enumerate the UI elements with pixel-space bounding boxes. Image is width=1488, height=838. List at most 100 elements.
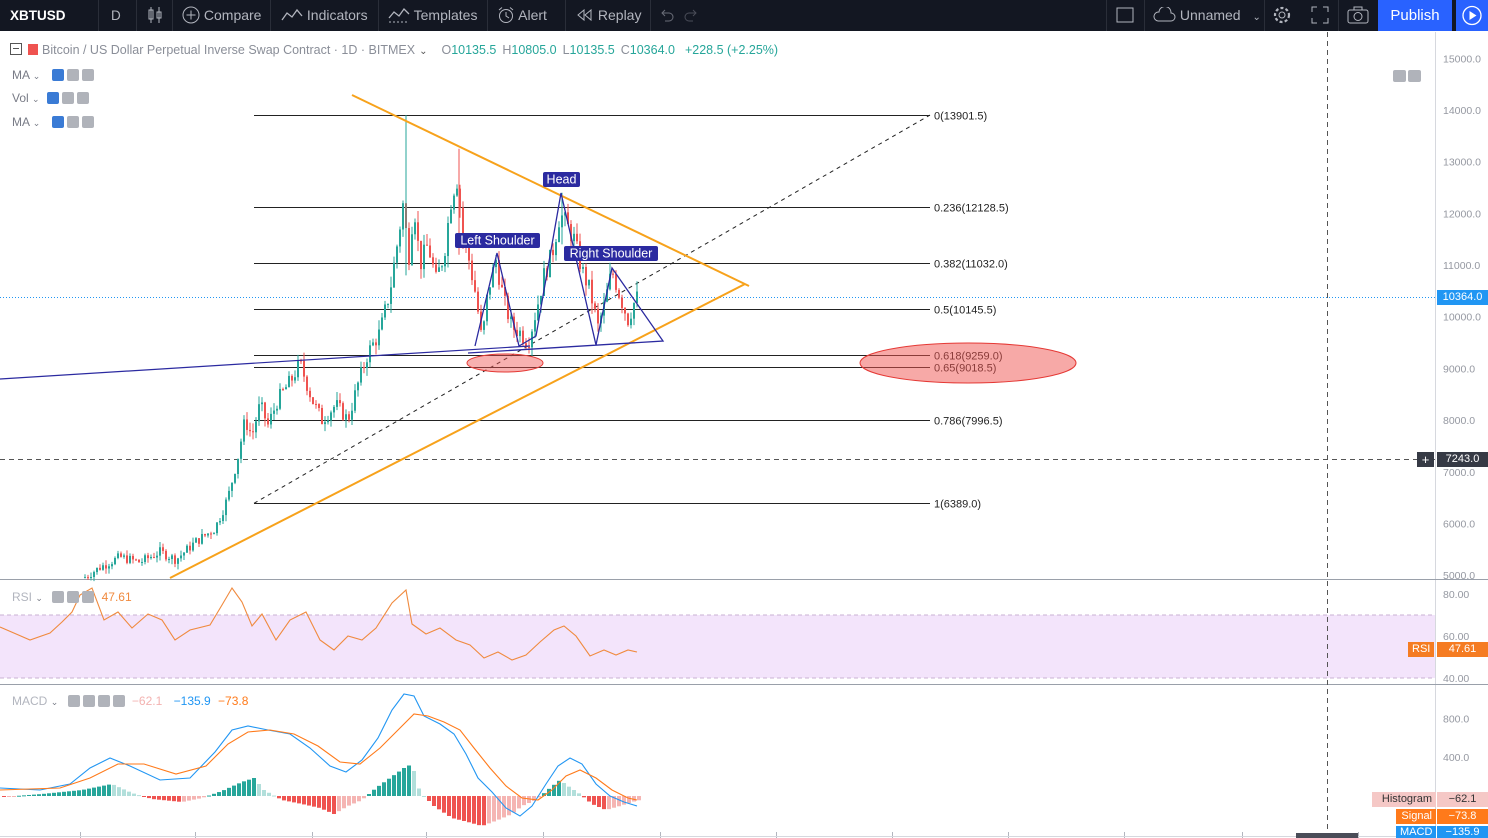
- rsi-tick-label: 80.00: [1443, 589, 1469, 601]
- interval-button[interactable]: D: [111, 8, 121, 23]
- settings-icon[interactable]: [67, 591, 80, 603]
- settings-icon[interactable]: [61, 92, 74, 104]
- macd-histogram-bar: [17, 795, 21, 797]
- close-icon[interactable]: [81, 69, 94, 81]
- macd-histogram-bar: [422, 796, 426, 797]
- macd-histogram-bar: [397, 771, 401, 796]
- macd-histogram-bar: [597, 796, 601, 807]
- settings-icon[interactable]: [66, 116, 79, 128]
- collapse-pane-icon[interactable]: [1393, 70, 1406, 82]
- settings-icon[interactable]: [82, 695, 95, 707]
- chevron-down-icon[interactable]: ⌄: [32, 94, 40, 104]
- head-label: Head: [547, 173, 577, 187]
- overlay-row-ma[interactable]: MA ⌄: [12, 68, 94, 82]
- chevron-down-icon[interactable]: ⌄: [50, 697, 59, 707]
- replay-button[interactable]: Replay: [576, 0, 641, 31]
- chart-style-button[interactable]: [147, 0, 163, 31]
- candle-body: [144, 555, 146, 563]
- candle-body: [543, 268, 545, 296]
- chart-area[interactable]: 0(13901.5) 0.236(12128.5) 0.382(11032.0) 0.…: [0, 32, 1488, 838]
- macd-histogram-bar: [147, 796, 151, 799]
- compare-button[interactable]: Compare: [182, 0, 261, 31]
- chevron-down-icon[interactable]: ⌄: [419, 46, 428, 57]
- macd-histogram-bar: [77, 790, 81, 796]
- rsi-tag-value: 47.61: [1437, 642, 1488, 657]
- macd-histogram-bar: [492, 796, 496, 822]
- candle-body: [309, 390, 311, 398]
- collapse-icon[interactable]: [10, 43, 22, 55]
- symbol-search[interactable]: XBTUSD: [10, 8, 66, 23]
- left-shoulder-label: Left Shoulder: [460, 234, 534, 248]
- candle-body: [534, 320, 536, 332]
- alert-button[interactable]: Alert: [497, 0, 547, 31]
- price-chart[interactable]: 0(13901.5) 0.236(12128.5) 0.382(11032.0) 0.…: [0, 32, 1488, 838]
- macd-name: MACD: [12, 694, 48, 708]
- candle-body: [210, 533, 212, 535]
- close-icon[interactable]: [112, 695, 125, 707]
- close-icon[interactable]: [81, 116, 94, 128]
- neckline: [0, 345, 531, 380]
- settings-icon[interactable]: [66, 69, 79, 81]
- candle-body: [582, 266, 584, 269]
- undo-button[interactable]: [658, 0, 674, 31]
- save-layout-button[interactable]: Unnamed ⌄: [1152, 0, 1261, 31]
- visibility-icon[interactable]: [51, 116, 64, 128]
- toolbar-divider: [172, 0, 173, 31]
- candle-body: [576, 233, 578, 242]
- visibility-icon[interactable]: [51, 69, 64, 81]
- add-plus-icon[interactable]: +: [1417, 452, 1434, 467]
- layout-button[interactable]: [1116, 0, 1134, 31]
- redo-button[interactable]: [684, 0, 700, 31]
- indicators-button[interactable]: Indicators: [281, 0, 368, 31]
- settings-button[interactable]: [1272, 0, 1292, 31]
- templates-icon: [388, 7, 410, 23]
- overlay-row-ma-2[interactable]: MA ⌄: [12, 115, 94, 129]
- chevron-down-icon[interactable]: ⌄: [32, 71, 41, 81]
- publish-button[interactable]: Publish: [1378, 0, 1452, 31]
- candle-body: [177, 558, 179, 564]
- rsi-value: 47.61: [101, 590, 132, 604]
- candle-body: [552, 249, 554, 256]
- source-code-icon[interactable]: [97, 695, 110, 707]
- close-icon[interactable]: [82, 591, 95, 603]
- play-button[interactable]: [1456, 0, 1488, 31]
- candle-body: [504, 287, 506, 296]
- candle-body: [90, 577, 92, 579]
- drawings[interactable]: Head Left Shoulder Right Shoulder: [0, 94, 1077, 579]
- candle-body: [498, 259, 500, 285]
- change-value: +228.5 (+2.25%): [684, 43, 779, 57]
- macd-histogram-bar: [502, 796, 506, 818]
- macd-legend[interactable]: MACD ⌄ −62.1 −135.9 −73.8: [12, 694, 248, 708]
- candle-body: [522, 330, 524, 344]
- macd-histogram-bar: [137, 795, 141, 797]
- macd-histogram-bar: [577, 793, 581, 796]
- macd-histogram-bar: [32, 794, 36, 796]
- candle-body: [495, 259, 497, 268]
- candle-body: [618, 289, 620, 298]
- fullscreen-button[interactable]: [1311, 0, 1329, 31]
- overlay-row-vol[interactable]: Vol ⌄: [12, 91, 89, 105]
- layout-icon: [1116, 7, 1134, 23]
- chevron-down-icon[interactable]: ⌄: [35, 593, 43, 603]
- rsi-legend[interactable]: RSI ⌄ 47.61: [12, 590, 132, 604]
- toolbar-divider: [1264, 0, 1265, 31]
- price-tick-label: 14000.0: [1443, 105, 1481, 117]
- candle-body: [399, 229, 401, 247]
- candle-body: [540, 295, 542, 305]
- candle-body: [213, 533, 215, 535]
- snapshot-button[interactable]: [1347, 0, 1369, 31]
- pane-controls[interactable]: [1393, 69, 1421, 87]
- templates-button[interactable]: Templates: [388, 0, 477, 31]
- close-icon[interactable]: [76, 92, 89, 104]
- candle-body: [459, 188, 461, 208]
- visibility-icon[interactable]: [67, 695, 80, 707]
- layout-name: Unnamed: [1179, 7, 1241, 23]
- left-shoulder-label-bg: [455, 233, 540, 248]
- price-axis[interactable]: 15000.0 14000.0 13000.0 12000.0 11000.0 10000…: [80, 53, 1482, 838]
- visibility-icon[interactable]: [46, 92, 59, 104]
- macd-line-value: −135.9: [173, 694, 211, 708]
- candle-body: [207, 533, 209, 536]
- maximize-pane-icon[interactable]: [1408, 70, 1421, 82]
- visibility-icon[interactable]: [52, 591, 65, 603]
- chevron-down-icon[interactable]: ⌄: [32, 118, 41, 128]
